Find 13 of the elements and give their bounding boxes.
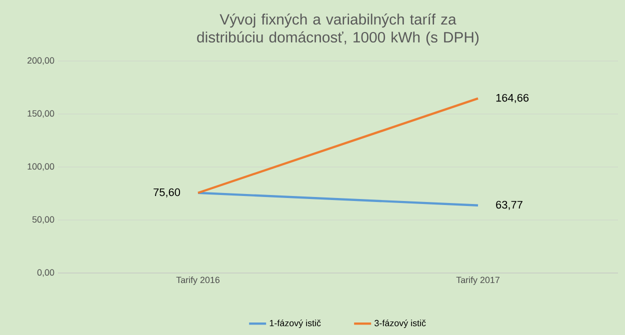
data-label: 75,60 (154, 188, 180, 198)
chart-title: Vývoj fixných a variabilných taríf za distribúciu domácnosť, 1000 kWh (s DPH) (197, 13, 479, 46)
x-tick-label: Tarify 2016 (176, 276, 220, 285)
data-label: 164,66 (496, 94, 529, 103)
y-tick-label: 50,00 (32, 216, 54, 224)
y-tick-label: 100,00 (28, 163, 54, 171)
y-tick-label: 150,00 (28, 110, 54, 118)
x-tick-label: Tarify 2017 (456, 276, 500, 285)
legend-label: 3-fázový istič (374, 320, 426, 328)
y-tick-label: 0,00 (37, 269, 54, 277)
y-tick-label: 200,00 (28, 57, 54, 65)
legend-label: 1-fázový istič (270, 320, 321, 328)
data-label: 63,77 (496, 200, 522, 210)
